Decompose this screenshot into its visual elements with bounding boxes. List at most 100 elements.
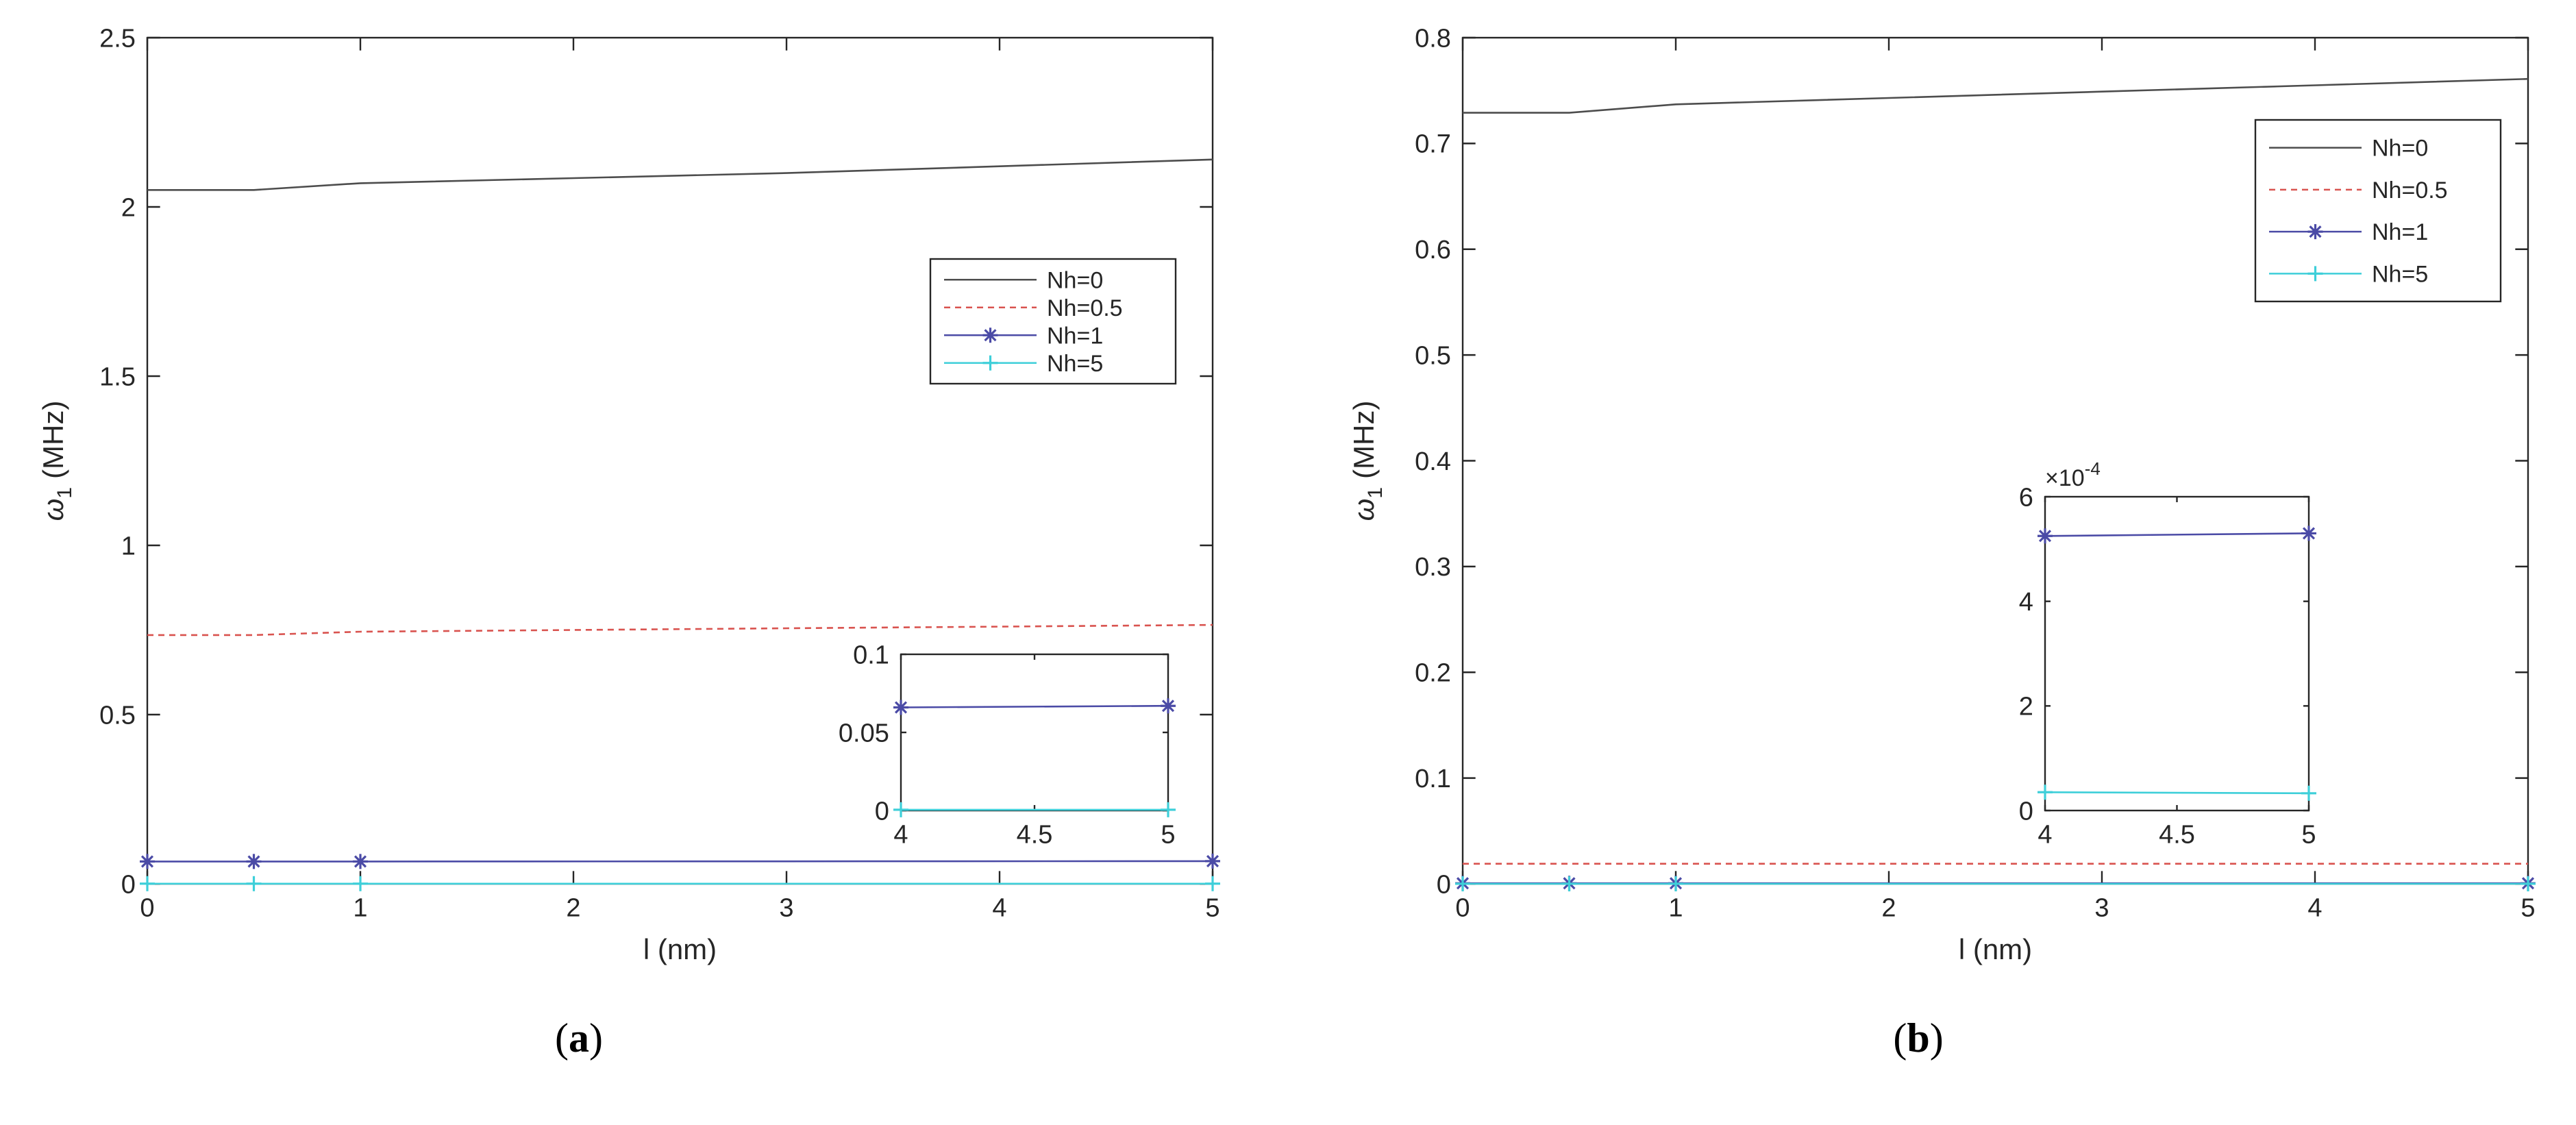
- chart-a-legend-label: Nh=5: [1047, 351, 1103, 377]
- chart-b-legend-label: Nh=1: [2372, 219, 2428, 245]
- chart-a-xlabel: l (nm): [643, 933, 717, 965]
- chart-a-legend-marker: [982, 355, 998, 371]
- chart-b-caption: (b): [1893, 1015, 1943, 1061]
- chart-b-caption-open: (: [1893, 1015, 1907, 1061]
- chart-b-inset-marker-Nh-1: [2301, 526, 2316, 541]
- chart-a-xtick-label: 2: [566, 894, 580, 923]
- chart-a-inset-axes: 4 4.5 5 0 0.05 0.1: [839, 641, 1176, 849]
- chart-b-xlabel: l (nm): [1959, 933, 2032, 965]
- chart-a-inset-marker-Nh-5: [1161, 802, 1176, 817]
- chart-a-ylabel-unit: (MHz): [37, 401, 69, 479]
- chart-b-inset-series-group: [2038, 526, 2316, 801]
- chart-a-ytick-label: 0: [121, 870, 136, 899]
- chart-b-legend-marker: [2307, 266, 2323, 282]
- chart-a-legend-label: Nh=1: [1047, 323, 1103, 349]
- chart-a-ylabel-symbol: ω: [37, 499, 69, 521]
- chart-a-ytick-label: 2: [121, 193, 136, 222]
- chart-b-xtick-label: 4: [2307, 894, 2322, 923]
- chart-b-ytick-label: 0.4: [1415, 447, 1451, 476]
- chart-a-inset-frame: [900, 653, 1169, 812]
- chart-a-legend-marker: [982, 327, 998, 343]
- chart-b-inset-frame: [2044, 495, 2310, 812]
- chart-a-xtick-label: 3: [779, 894, 793, 923]
- chart-b-legend: Nh=0 Nh=0.5 Nh=1 Nh=5: [2254, 119, 2502, 303]
- chart-a-inset-xtick-label: 4: [893, 821, 908, 850]
- chart-a-inset-xtick-label: 5: [1161, 821, 1175, 850]
- chart-b-legend-box: [2254, 119, 2502, 303]
- chart-b-ytick-label: 0: [1437, 870, 1451, 899]
- chart-b-inset-axes: 4 4.5 5 0 2 4 6: [2019, 483, 2316, 849]
- chart-a-line-Nh-0: [147, 158, 1213, 191]
- chart-a-inset-line-Nh-1: [900, 704, 1169, 708]
- chart-a-marker-Nh-5: [246, 876, 262, 891]
- chart-b-ylabel-symbol: ω: [1348, 499, 1380, 521]
- chart-b-marker-Nh-5: [2521, 876, 2536, 891]
- chart-a-inset-ytick-label: 0.1: [853, 641, 889, 669]
- chart-a-ylabel-subscript: 1: [53, 487, 76, 499]
- chart-b-ytick-label: 0.5: [1415, 341, 1451, 370]
- chart-a-ylabel: ω1 (MHz): [37, 401, 76, 521]
- chart-a-legend-label: Nh=0.5: [1047, 295, 1123, 321]
- chart-b-inset-exponent-power: -4: [2085, 458, 2101, 479]
- chart-a-inset-marker-Nh-5: [893, 802, 908, 817]
- chart-b-ylabel-unit: (MHz): [1348, 401, 1380, 479]
- chart-b-inset-xtick-label: 5: [2301, 821, 2316, 850]
- chart-b-inset-ytick-label: 6: [2019, 483, 2033, 512]
- chart-b-inset-line-Nh-1: [2044, 532, 2309, 537]
- chart-b-ytick-label: 0.1: [1415, 765, 1451, 793]
- chart-b-inset-exponent-base: ×10: [2045, 465, 2085, 491]
- chart-a-marker-Nh-5: [1205, 876, 1220, 891]
- chart-a-inset-marker-Nh-1: [893, 700, 908, 715]
- chart-a-ytick-label: 0.5: [99, 701, 136, 730]
- chart-b-ytick-label: 0.8: [1415, 24, 1451, 53]
- chart-a-xtick-label: 0: [140, 894, 154, 923]
- chart-b-inset-marker-Nh-5: [2038, 784, 2053, 800]
- chart-a-caption-letter: a: [569, 1015, 589, 1061]
- chart-b-xtick-label: 2: [1881, 894, 1896, 923]
- chart-b-xtick-label: 0: [1455, 894, 1470, 923]
- chart-b-inset-exponent: ×10-4: [2045, 458, 2101, 491]
- chart-b-legend-marker: [2307, 224, 2323, 240]
- chart-a-ytick-label: 1.5: [99, 362, 136, 391]
- chart-a-marker-Nh-1: [353, 854, 368, 869]
- chart-b-caption-close: ): [1930, 1015, 1944, 1061]
- chart-a-line-Nh-1: [147, 860, 1213, 863]
- chart-b-xtick-label: 3: [2094, 894, 2109, 923]
- chart-b-ylabel-subscript: 1: [1364, 487, 1387, 499]
- chart-b-inset-ytick-label: 2: [2019, 693, 2033, 721]
- chart-a-xtick-label: 5: [1205, 894, 1219, 923]
- chart-a-marker-Nh-1: [1205, 853, 1220, 869]
- chart-b-legend-label: Nh=0.5: [2372, 177, 2448, 203]
- chart-a-caption-open: (: [555, 1015, 569, 1061]
- chart-b-inset-ytick-label: 0: [2019, 797, 2033, 826]
- chart-b-marker-Nh-5: [1455, 876, 1470, 891]
- chart-a-xtick-label: 1: [353, 894, 367, 923]
- chart-b-marker-Nh-5: [1561, 876, 1577, 891]
- chart-b-inset-xtick-label: 4.5: [2159, 821, 2195, 850]
- chart-b-inset-marker-Nh-1: [2038, 528, 2053, 544]
- chart-a-caption-close: ): [589, 1015, 603, 1061]
- chart-b-legend-label: Nh=5: [2372, 261, 2428, 287]
- chart-b-xtick-label: 1: [1668, 894, 1683, 923]
- chart-a-inset-xtick-label: 4.5: [1017, 821, 1053, 850]
- chart-a-inset-marker-Nh-1: [1161, 698, 1176, 714]
- chart-b-inset-ytick-label: 4: [2019, 588, 2033, 617]
- chart-a-marker-Nh-1: [246, 854, 262, 869]
- chart-a-series-group: [140, 158, 1220, 891]
- chart-b-ytick-label: 0.2: [1415, 659, 1451, 688]
- chart-b-inset-marker-Nh-5: [2301, 785, 2316, 801]
- chart-b-marker-Nh-5: [1668, 876, 1683, 891]
- chart-b-legend-label: Nh=0: [2372, 136, 2428, 162]
- chart-b-ylabel: ω1 (MHz): [1348, 401, 1387, 521]
- chart-a-inset-ytick-label: 0.05: [839, 719, 889, 747]
- chart-b-line-Nh-0: [1463, 77, 2529, 114]
- chart-a-ytick-label: 1: [121, 532, 136, 560]
- chart-b-ytick-label: 0.6: [1415, 236, 1451, 264]
- chart-b-caption-letter: b: [1907, 1015, 1929, 1061]
- chart-a-legend: Nh=0Nh=0.5Nh=1Nh=5: [929, 258, 1177, 385]
- chart-b-ytick-label: 0.7: [1415, 130, 1451, 159]
- chart-a-inset-ytick-label: 0: [875, 797, 889, 826]
- chart-a-marker-Nh-1: [140, 854, 155, 869]
- chart-b-ytick-label: 0.3: [1415, 553, 1451, 582]
